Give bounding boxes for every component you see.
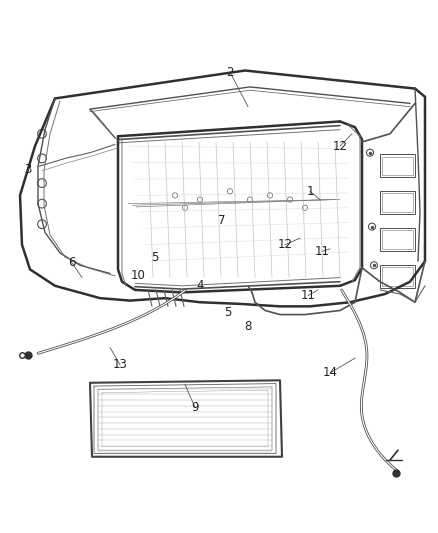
Text: 5: 5 bbox=[224, 306, 232, 319]
Bar bbox=[380, 228, 415, 251]
Bar bbox=[380, 191, 415, 214]
Bar bbox=[382, 230, 413, 249]
Text: 12: 12 bbox=[278, 238, 293, 251]
Text: 12: 12 bbox=[332, 140, 347, 152]
Text: 11: 11 bbox=[314, 245, 329, 258]
Text: 4: 4 bbox=[196, 279, 204, 292]
Bar bbox=[382, 193, 413, 212]
Text: 1: 1 bbox=[306, 185, 314, 198]
Text: 14: 14 bbox=[322, 366, 338, 379]
Bar bbox=[380, 155, 415, 177]
Text: 2: 2 bbox=[226, 66, 234, 79]
Text: 5: 5 bbox=[151, 251, 159, 263]
Bar bbox=[380, 265, 415, 288]
Text: 3: 3 bbox=[25, 163, 32, 175]
Bar bbox=[382, 157, 413, 175]
Text: 8: 8 bbox=[244, 320, 252, 334]
Text: 7: 7 bbox=[218, 214, 226, 227]
Text: 11: 11 bbox=[300, 289, 315, 302]
Text: 10: 10 bbox=[131, 270, 145, 282]
Bar bbox=[382, 268, 413, 286]
Text: 13: 13 bbox=[113, 358, 127, 371]
Text: 9: 9 bbox=[191, 401, 199, 414]
Text: 6: 6 bbox=[68, 256, 76, 269]
